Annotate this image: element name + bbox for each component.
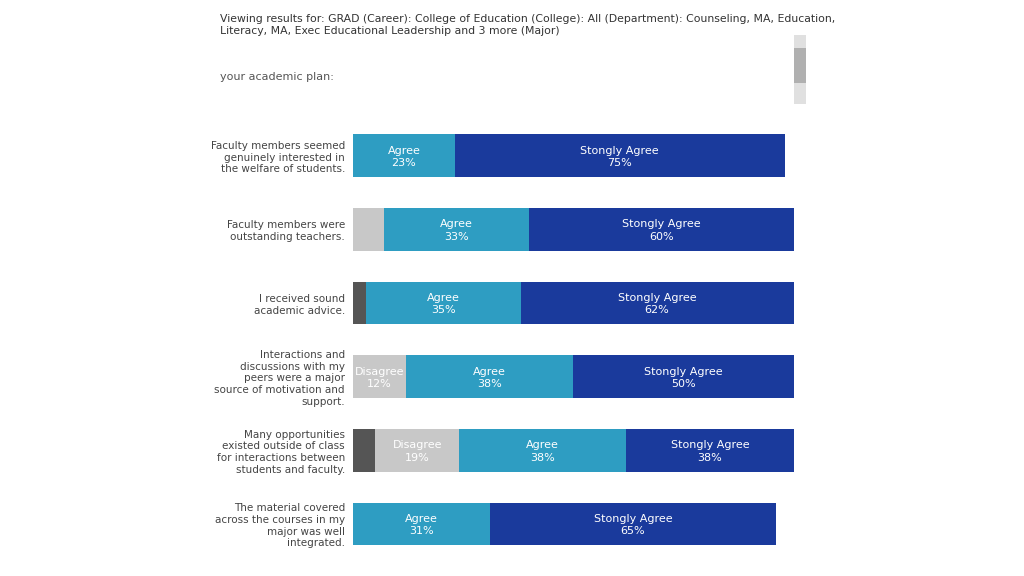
Bar (353, 134, 455, 177)
Text: 38%: 38% (530, 453, 555, 463)
Text: 31%: 31% (410, 526, 434, 536)
Text: 12%: 12% (368, 379, 392, 389)
Text: 60%: 60% (649, 232, 674, 242)
Bar (459, 429, 627, 472)
Text: Stongly Agree: Stongly Agree (617, 293, 696, 303)
Bar (375, 429, 459, 472)
Text: 50%: 50% (671, 379, 696, 389)
Bar (384, 208, 529, 251)
Bar (367, 282, 520, 324)
Text: your academic plan:: your academic plan: (220, 72, 334, 82)
Text: Agree: Agree (526, 440, 559, 450)
Bar (353, 355, 407, 398)
Bar (353, 282, 367, 324)
Text: Disagree: Disagree (392, 440, 442, 450)
Bar (627, 429, 794, 472)
Text: 62%: 62% (645, 305, 670, 316)
Text: 33%: 33% (444, 232, 469, 242)
Bar (489, 503, 776, 545)
Bar (353, 429, 375, 472)
Text: Agree: Agree (406, 514, 438, 524)
Bar (407, 355, 573, 398)
Text: Stongly Agree: Stongly Agree (594, 514, 672, 524)
Text: Stongly Agree: Stongly Agree (644, 366, 723, 377)
Bar (573, 355, 794, 398)
Text: Stongly Agree: Stongly Agree (623, 219, 700, 229)
Text: 23%: 23% (391, 158, 417, 168)
Text: Agree: Agree (387, 146, 421, 156)
Text: Stongly Agree: Stongly Agree (581, 146, 659, 156)
Text: Agree: Agree (440, 219, 473, 229)
Text: Stongly Agree: Stongly Agree (671, 440, 750, 450)
Text: 19%: 19% (404, 453, 429, 463)
Text: 35%: 35% (431, 305, 456, 316)
Text: Agree: Agree (427, 293, 460, 303)
Text: 65%: 65% (621, 526, 645, 536)
Text: Disagree: Disagree (355, 366, 404, 377)
Bar (529, 208, 794, 251)
Text: Viewing results for: GRAD (Career): College of Education (College): All (Departm: Viewing results for: GRAD (Career): Coll… (220, 14, 836, 36)
Bar (353, 208, 384, 251)
Bar (520, 282, 794, 324)
Bar (353, 503, 489, 545)
Text: 75%: 75% (607, 158, 632, 168)
Bar (455, 134, 784, 177)
Text: Agree: Agree (473, 366, 506, 377)
Text: 38%: 38% (697, 453, 722, 463)
Text: 38%: 38% (477, 379, 502, 389)
Bar (794, 48, 806, 83)
